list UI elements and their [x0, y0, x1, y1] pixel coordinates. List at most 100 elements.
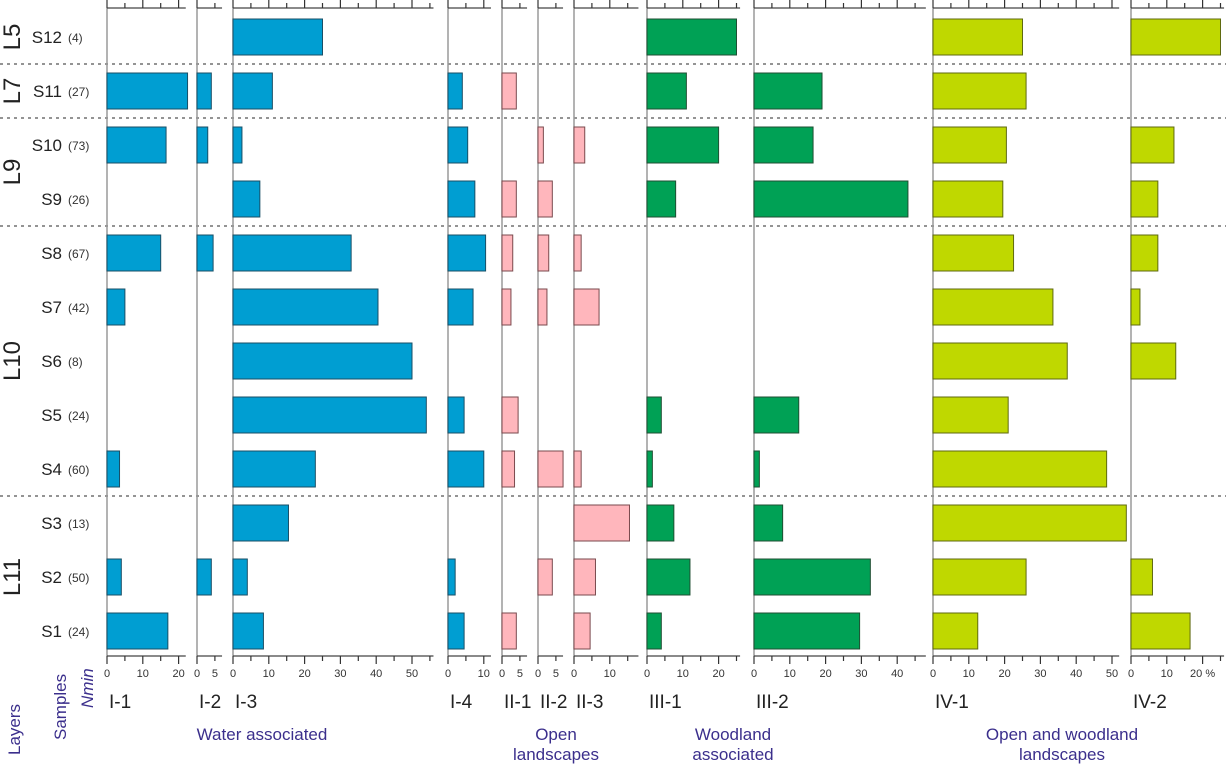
bar-i-3-s6 — [232, 342, 413, 380]
panel-label: IV-2 — [1133, 692, 1167, 713]
bar-ii-1-s1 — [501, 612, 517, 650]
tick-label: 5 — [553, 668, 559, 680]
panel-label: I-1 — [109, 692, 131, 713]
tick-label: 0 — [104, 668, 110, 680]
panel-i-2: 0 5 I-2 — [194, 0, 223, 713]
panel-label: III-1 — [649, 692, 682, 713]
tick-label: 0 — [535, 668, 541, 680]
bar-ii-3-s1 — [573, 612, 591, 650]
bar-i-3-s8 — [232, 234, 352, 272]
nmin-label: (50) — [68, 571, 89, 585]
bar-iii-1-s5 — [646, 396, 662, 434]
column-headers: Layers Samples Nmin — [5, 668, 97, 755]
bar-i-4-s1 — [447, 612, 465, 650]
bar-i-1-s4 — [106, 450, 121, 488]
tick-label: 10 — [1161, 668, 1173, 680]
sample-label: S1 — [41, 622, 62, 641]
bar-iii-2-s4 — [753, 450, 760, 488]
panel-label: I-2 — [199, 692, 221, 713]
bar-ii-2-s2 — [537, 558, 553, 596]
group-label: associated — [692, 745, 773, 764]
panel-i-4: 0 10 I-4 — [445, 0, 491, 713]
bar-i-3-s7 — [232, 288, 379, 326]
bar-iv-1-s8 — [932, 234, 1015, 272]
bar-i-3-s1 — [232, 612, 264, 650]
bar-i-3-s10 — [232, 126, 243, 164]
panel-label: I-3 — [235, 692, 257, 713]
sample-label: S3 — [41, 514, 62, 533]
group-label: Open — [535, 725, 577, 744]
sample-label: S2 — [41, 568, 62, 587]
bar-iv-1-s9 — [932, 180, 1004, 218]
tick-label: 40 — [891, 668, 903, 680]
bar-i-1-s10 — [106, 126, 167, 164]
panel-iv-1: 0 10 20 30 40 50 IV-1 — [930, 0, 1127, 713]
panel-i-1: 0 10 20 I-1 — [104, 0, 189, 713]
panel-label: II-1 — [504, 692, 531, 713]
bar-iv-1-s11 — [932, 72, 1027, 110]
tick-label: 20 — [298, 668, 310, 680]
bar-ii-3-s4 — [573, 450, 582, 488]
tick-label: 10 — [784, 668, 796, 680]
bar-iv-1-s2 — [932, 558, 1027, 596]
header-samples: Samples — [51, 674, 70, 740]
bar-iv-1-s7 — [932, 288, 1054, 326]
bar-iv-2-s2 — [1130, 558, 1153, 596]
nmin-label: (27) — [68, 85, 89, 99]
sample-label: S11 — [33, 82, 62, 101]
bar-iv-2-s8 — [1130, 234, 1159, 272]
bar-i-4-s10 — [447, 126, 469, 164]
tick-label: 0 — [644, 668, 650, 680]
group-label: landscapes — [1019, 745, 1105, 764]
tick-label: 10 — [137, 668, 149, 680]
panel-label: II-3 — [576, 692, 603, 713]
bar-iv-1-s10 — [932, 126, 1007, 164]
bar-i-3-s5 — [232, 396, 427, 434]
bar-i-1-s7 — [106, 288, 126, 326]
tick-label: 0 — [571, 668, 577, 680]
bar-i-3-s4 — [232, 450, 316, 488]
bar-iii-1-s11 — [646, 72, 687, 110]
group-labels: Water associated OpenlandscapesWoodlandas… — [197, 725, 1138, 764]
bar-ii-1-s7 — [501, 288, 512, 326]
bar-i-2-s10 — [196, 126, 209, 164]
bar-ii-1-s5 — [501, 396, 519, 434]
panel-label: II-2 — [540, 692, 567, 713]
tick-label: 10 — [677, 668, 689, 680]
bar-iii-1-s12 — [646, 18, 737, 56]
bar-iii-2-s5 — [753, 396, 800, 434]
panel-iv-2: 0 10 20 % IV-2 — [1128, 0, 1225, 713]
bar-iii-2-s2 — [753, 558, 871, 596]
nmin-label: (4) — [68, 31, 83, 45]
nmin-label: (60) — [68, 463, 89, 477]
group-label: Woodland — [695, 725, 771, 744]
bar-iv-2-s7 — [1130, 288, 1141, 326]
tick-label: 30 — [1034, 668, 1046, 680]
tick-label: 0 — [930, 668, 936, 680]
bar-ii-1-s9 — [501, 180, 517, 218]
tick-label: 0 — [1128, 668, 1134, 680]
bar-iv-1-s1 — [932, 612, 979, 650]
row-labels: S12 (4) S11 (27) S10 (73) S9 (26) S8 (67) S7 (42) S6… — [0, 24, 89, 641]
tick-label: 0 — [499, 668, 505, 680]
layer-label: L9 — [0, 159, 26, 186]
bar-ii-3-s7 — [573, 288, 600, 326]
bar-i-4-s5 — [447, 396, 465, 434]
bar-i-4-s7 — [447, 288, 474, 326]
layer-label: L10 — [0, 341, 26, 381]
nmin-label: (73) — [68, 139, 89, 153]
tick-label: 0 — [230, 668, 236, 680]
bar-i-1-s8 — [106, 234, 162, 272]
tick-label: 0 — [194, 668, 200, 680]
bar-ii-2-s9 — [537, 180, 553, 218]
nmin-label: (8) — [68, 355, 83, 369]
bar-iv-2-s6 — [1130, 342, 1177, 380]
bar-ii-2-s7 — [537, 288, 548, 326]
bar-i-1-s1 — [106, 612, 169, 650]
tick-label: 10 — [604, 668, 616, 680]
tick-label: 50 — [1106, 668, 1118, 680]
bar-ii-3-s3 — [573, 504, 630, 542]
layer-label: L5 — [0, 24, 26, 51]
tick-label: 10 — [263, 668, 275, 680]
